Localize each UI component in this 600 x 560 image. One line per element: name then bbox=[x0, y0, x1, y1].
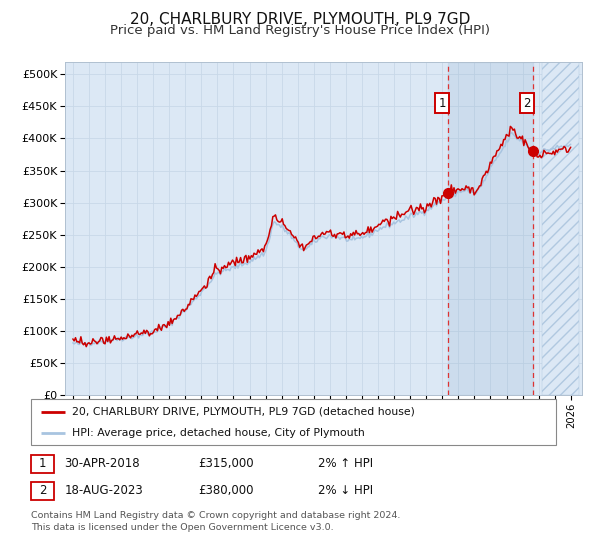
Text: Contains HM Land Registry data © Crown copyright and database right 2024.
This d: Contains HM Land Registry data © Crown c… bbox=[31, 511, 401, 531]
Text: 18-AUG-2023: 18-AUG-2023 bbox=[64, 484, 143, 497]
Text: 1: 1 bbox=[438, 97, 446, 110]
Text: 2: 2 bbox=[523, 97, 531, 110]
Text: 2% ↓ HPI: 2% ↓ HPI bbox=[318, 484, 373, 497]
Text: 20, CHARLBURY DRIVE, PLYMOUTH, PL9 7GD (detached house): 20, CHARLBURY DRIVE, PLYMOUTH, PL9 7GD (… bbox=[72, 407, 415, 417]
Text: £315,000: £315,000 bbox=[198, 457, 254, 470]
Text: Price paid vs. HM Land Registry's House Price Index (HPI): Price paid vs. HM Land Registry's House … bbox=[110, 24, 490, 37]
Text: 1: 1 bbox=[39, 457, 46, 470]
Text: 2: 2 bbox=[39, 484, 46, 497]
Text: £380,000: £380,000 bbox=[198, 484, 254, 497]
Text: 30-APR-2018: 30-APR-2018 bbox=[64, 457, 140, 470]
Text: 20, CHARLBURY DRIVE, PLYMOUTH, PL9 7GD: 20, CHARLBURY DRIVE, PLYMOUTH, PL9 7GD bbox=[130, 12, 470, 27]
Text: HPI: Average price, detached house, City of Plymouth: HPI: Average price, detached house, City… bbox=[72, 428, 365, 438]
Text: 2% ↑ HPI: 2% ↑ HPI bbox=[318, 457, 373, 470]
Bar bbox=[448, 62, 533, 395]
